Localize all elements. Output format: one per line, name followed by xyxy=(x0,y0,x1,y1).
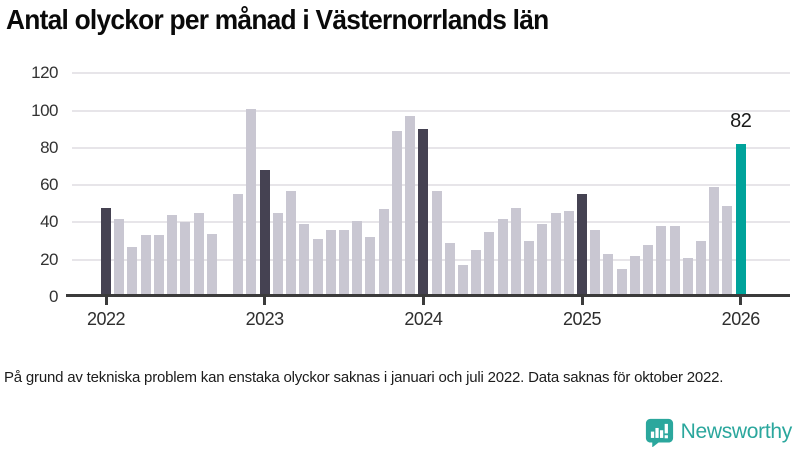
bar xyxy=(127,246,138,297)
bar xyxy=(722,205,733,297)
bar xyxy=(537,224,548,297)
bar xyxy=(458,265,469,297)
y-tick-label: 0 xyxy=(49,287,58,306)
bar xyxy=(114,218,125,297)
bar xyxy=(405,116,416,297)
bar xyxy=(484,231,495,297)
bar xyxy=(325,229,336,297)
bar xyxy=(378,209,389,297)
bar xyxy=(140,235,151,297)
bar xyxy=(101,207,111,297)
bar xyxy=(471,250,482,297)
chart-title: Antal olyckor per månad i Västernorrland… xyxy=(6,4,549,35)
bar xyxy=(167,214,178,297)
bar xyxy=(312,239,323,297)
bar xyxy=(656,226,667,297)
y-tick-label: 60 xyxy=(40,175,58,195)
bar xyxy=(616,269,627,297)
bar xyxy=(510,207,521,297)
bar xyxy=(603,254,614,297)
y-tick-label: 100 xyxy=(31,100,58,120)
bar xyxy=(577,194,588,297)
gridline xyxy=(72,109,790,112)
bar xyxy=(206,233,217,297)
bar xyxy=(246,108,257,297)
bar xyxy=(286,190,297,297)
x-tick-label: 2024 xyxy=(404,309,443,329)
x-tick xyxy=(104,297,108,305)
bar xyxy=(524,241,535,297)
x-tick xyxy=(263,297,267,305)
bar xyxy=(696,241,707,297)
bar xyxy=(418,129,429,297)
bar xyxy=(233,194,244,297)
bar xyxy=(563,211,574,297)
y-tick-label: 80 xyxy=(40,137,58,157)
y-tick-label: 120 xyxy=(31,63,58,83)
bar xyxy=(431,190,442,297)
bar xyxy=(365,237,376,297)
gridline xyxy=(72,146,790,149)
bar xyxy=(629,255,640,297)
bar xyxy=(339,229,349,297)
bar xyxy=(259,170,270,297)
gridline xyxy=(72,258,790,261)
x-tick-label: 2023 xyxy=(245,309,285,329)
bar xyxy=(193,213,204,297)
bar xyxy=(682,257,693,297)
bar xyxy=(735,144,746,297)
bar xyxy=(669,226,680,297)
x-axis-line xyxy=(66,294,790,297)
y-tick-label: 20 xyxy=(40,249,58,269)
bar-value-label: 82 xyxy=(730,110,752,132)
bar xyxy=(180,222,191,297)
x-tick xyxy=(580,297,584,305)
bar xyxy=(497,218,508,297)
newsworthy-logo[interactable]: Newsworthy xyxy=(645,417,792,447)
bar xyxy=(444,242,455,297)
x-tick-label: 2026 xyxy=(721,309,761,329)
bar xyxy=(550,213,561,297)
x-tick xyxy=(739,297,743,305)
gridline xyxy=(72,184,790,187)
bar xyxy=(153,235,164,297)
footnote: På grund av tekniska problem kan enstaka… xyxy=(4,369,724,386)
bar xyxy=(391,131,402,297)
newsworthy-logo-icon xyxy=(645,418,674,447)
bar xyxy=(272,213,283,297)
y-tick-label: 40 xyxy=(40,212,58,232)
gridline xyxy=(72,221,790,224)
x-tick-label: 2025 xyxy=(562,309,602,329)
bar xyxy=(352,220,363,297)
x-tick xyxy=(421,297,425,305)
x-tick-label: 2022 xyxy=(86,309,126,329)
bar xyxy=(709,187,720,297)
bar xyxy=(643,244,654,297)
bar xyxy=(590,229,601,297)
gridline xyxy=(72,72,790,75)
newsworthy-wordmark: Newsworthy xyxy=(680,420,793,443)
bar xyxy=(299,224,310,297)
